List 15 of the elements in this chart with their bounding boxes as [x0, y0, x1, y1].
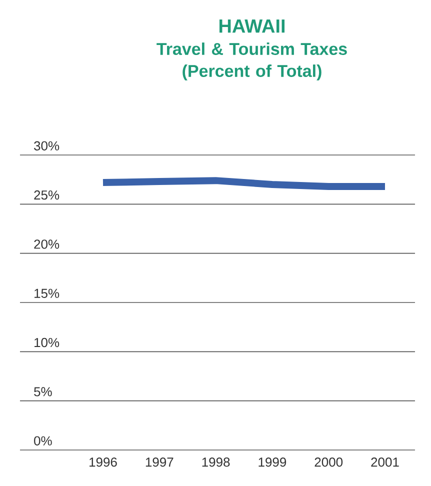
x-tick-label: 2001 — [371, 458, 399, 467]
y-tick-label: 20% — [34, 240, 60, 249]
y-tick-label: 5% — [34, 387, 52, 396]
y-tick-label: 10% — [34, 338, 60, 348]
x-tick-label: 1999 — [258, 458, 286, 467]
x-tick-label: 1997 — [146, 458, 174, 467]
x-tick-label: 1996 — [90, 458, 117, 467]
y-tick-label: 25% — [34, 190, 60, 200]
x-tick-label: 2000 — [314, 458, 343, 467]
chart-title: HAWAII — [219, 20, 285, 33]
y-tick-label: 15% — [34, 288, 60, 298]
y-tick-label: 30% — [34, 141, 60, 150]
x-tick-label: 1998 — [202, 458, 230, 467]
chart-subtitle: Travel & Tourism Taxes (Percent of Total) — [156, 42, 347, 80]
y-tick-label: 0% — [34, 436, 52, 446]
